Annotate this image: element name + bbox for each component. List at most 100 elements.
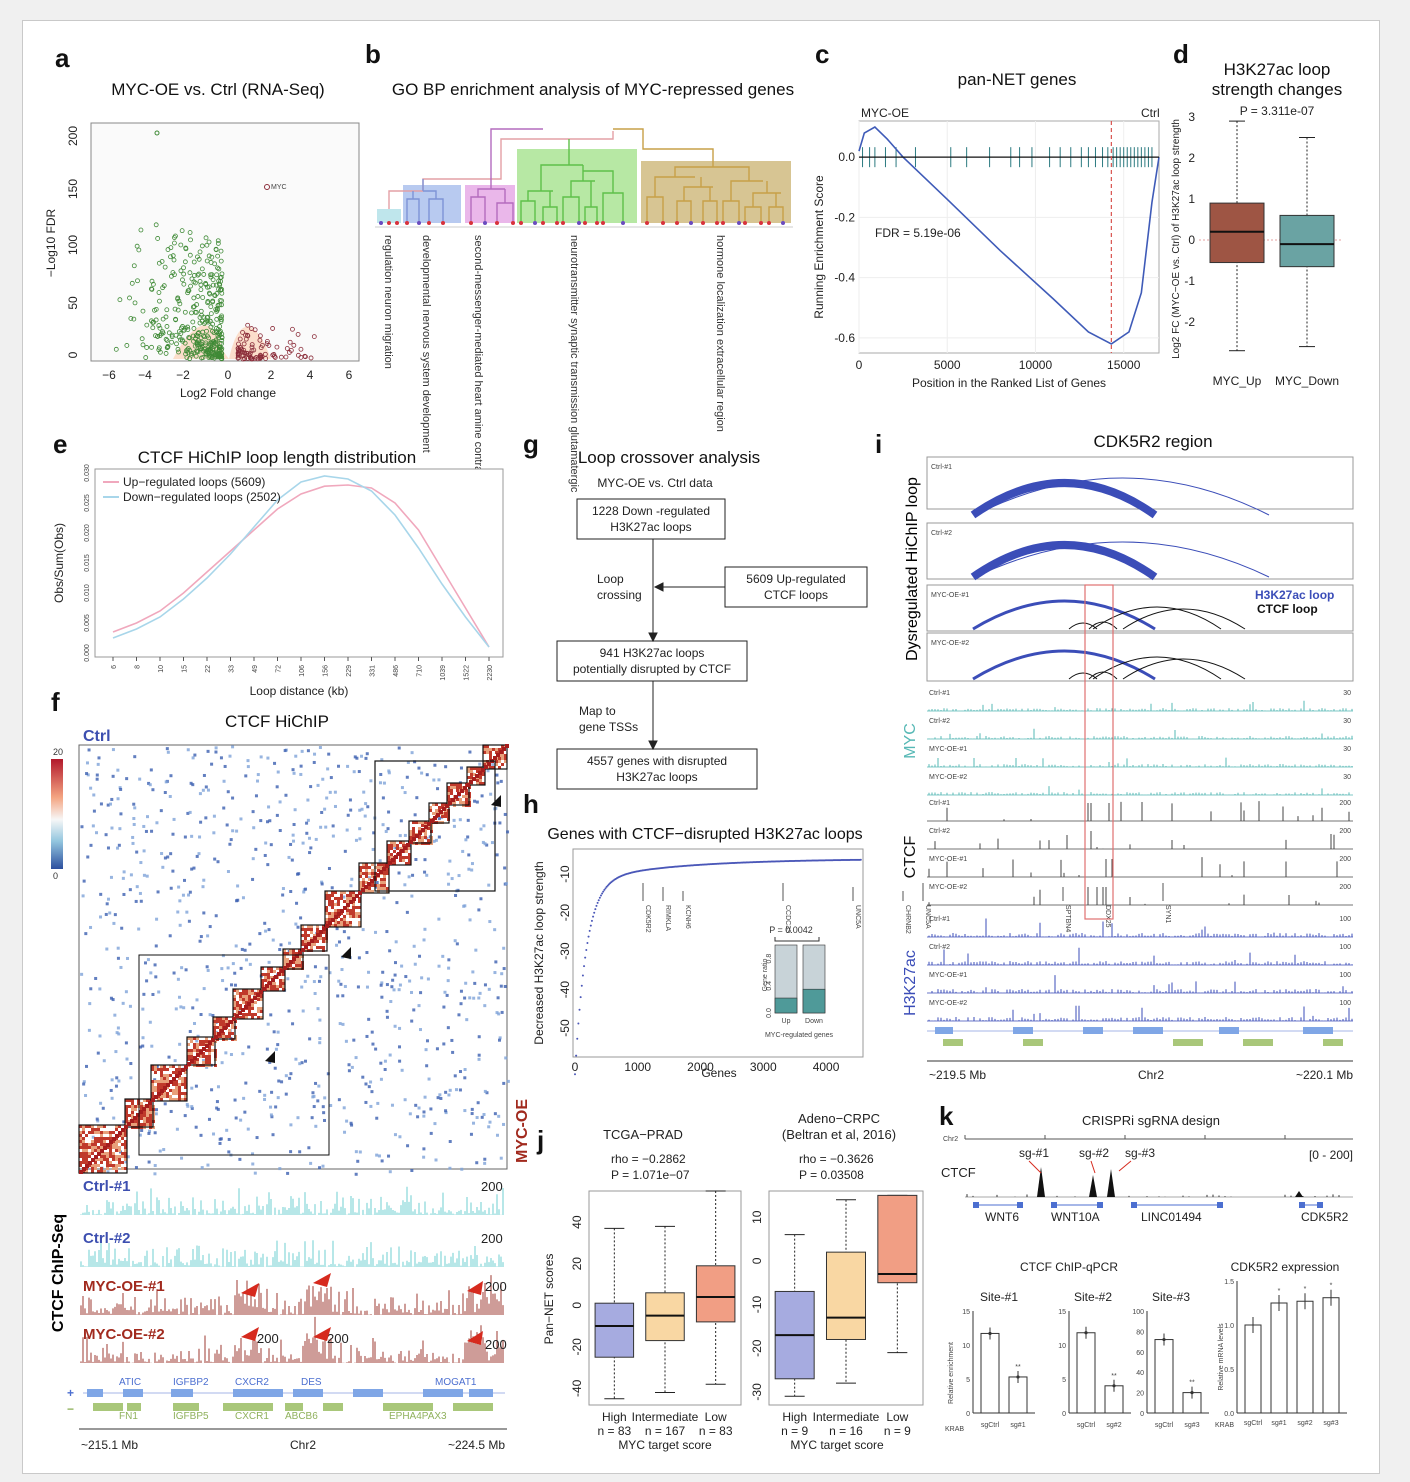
track-max-label: 30 <box>1343 718 1351 725</box>
diagonal-pixel <box>187 1062 191 1066</box>
contact-pixel <box>215 1106 219 1110</box>
down-gene-point <box>211 340 217 346</box>
tad-box <box>428 802 450 824</box>
contact-pixel <box>500 1010 504 1014</box>
tad-pixel <box>109 1155 112 1158</box>
contact-pixel <box>198 792 202 796</box>
contact-pixel <box>393 1133 397 1137</box>
y-tick: 3 <box>1188 110 1195 124</box>
contact-pixel <box>458 1070 462 1074</box>
contact-pixel <box>263 921 267 925</box>
contact-pixel <box>483 1157 487 1161</box>
contact-pixel <box>287 855 291 859</box>
tad-pixel <box>319 946 322 949</box>
coord-left: ~215.1 Mb <box>81 1438 138 1452</box>
contact-pixel <box>141 1044 145 1048</box>
contact-pixel <box>183 835 187 839</box>
contact-pixel <box>247 1045 251 1049</box>
diagonal-pixel <box>421 828 425 832</box>
tad-pixel <box>415 821 418 824</box>
diagonal-pixel <box>325 924 329 928</box>
up-gene-point <box>287 339 293 345</box>
loop-group-label: Dysregulated HiChIP loop <box>904 477 921 661</box>
contact-pixel <box>468 750 472 754</box>
tad-pixel <box>143 1114 146 1117</box>
down-gene-point <box>144 322 150 328</box>
contact-pixel <box>308 1037 312 1041</box>
contact-pixel <box>358 837 362 841</box>
tad-pixel <box>273 988 276 991</box>
tad-pixel <box>125 1111 128 1114</box>
contact-pixel <box>338 1022 342 1026</box>
tad-pixel <box>121 1155 124 1158</box>
contact-pixel <box>280 1080 284 1084</box>
go-term-dot <box>661 221 665 225</box>
contact-pixel <box>320 882 324 886</box>
tad-pixel <box>483 763 486 766</box>
diagonal-pixel <box>109 1140 113 1144</box>
tad-pixel <box>380 884 383 887</box>
tad-pixel <box>365 881 368 884</box>
tad-pixel <box>166 1068 169 1071</box>
contact-pixel <box>194 1084 198 1088</box>
contact-pixel <box>241 896 245 900</box>
contact-pixel <box>117 1032 121 1036</box>
contact-pixel <box>137 927 141 931</box>
contact-pixel <box>248 942 252 946</box>
tad-pixel <box>343 924 346 927</box>
contact-pixel <box>404 975 408 979</box>
tad-pixel <box>282 985 285 988</box>
tad-pixel <box>377 866 380 869</box>
contact-pixel <box>234 944 238 948</box>
down-gene-point <box>166 330 172 336</box>
tad-pixel <box>82 1140 85 1143</box>
down-gene-point <box>117 297 123 303</box>
tad-pixel <box>459 786 462 789</box>
tad-pixel <box>248 1013 251 1016</box>
down-gene-point <box>219 271 225 277</box>
contact-pixel <box>171 869 175 873</box>
contact-pixel <box>201 788 205 792</box>
contact-pixel <box>225 823 229 827</box>
tad-pixel <box>97 1146 100 1149</box>
contact-pixel <box>503 866 507 870</box>
contact-pixel <box>131 835 135 839</box>
tad-pixel <box>151 1080 154 1083</box>
diagonal-pixel <box>145 1104 149 1108</box>
up-gene-point <box>264 341 270 347</box>
track-sample-label: MYC-OE-#1 <box>929 746 967 753</box>
contact-pixel <box>309 846 313 850</box>
tad-pixel <box>169 1074 172 1077</box>
tad-pixel <box>362 881 365 884</box>
gene-block <box>423 1389 463 1397</box>
tad-pixel <box>359 881 362 884</box>
tad-pixel <box>498 748 501 751</box>
contact-pixel <box>495 853 499 857</box>
tad-pixel <box>267 967 270 970</box>
down-gene-point <box>219 302 224 308</box>
contact-pixel <box>350 1123 354 1127</box>
x-tick: 6 <box>111 665 118 669</box>
tad-pixel <box>283 949 286 952</box>
gene-igfbp2: IGFBP2 <box>173 1377 209 1388</box>
contact-pixel <box>122 892 126 896</box>
tad-pixel <box>106 1158 109 1161</box>
contact-pixel <box>266 756 270 760</box>
tad-pixel <box>270 976 273 979</box>
diagonal-pixel <box>202 1047 206 1051</box>
go-term-dot <box>555 221 559 225</box>
contact-pixel <box>208 1013 212 1017</box>
contact-pixel <box>498 821 502 825</box>
tad-pixel <box>160 1080 163 1083</box>
contact-pixel <box>279 943 283 947</box>
tad-pixel <box>109 1137 112 1140</box>
diagonal-pixel <box>241 1008 245 1012</box>
arrow-4 <box>241 1327 259 1341</box>
tad-pixel <box>172 1089 175 1092</box>
contact-pixel <box>408 979 412 983</box>
fdr-text: FDR = 5.19e-06 <box>875 226 961 240</box>
tad-pixel <box>328 897 331 900</box>
tad-pixel <box>236 1004 239 1007</box>
up-gene-point <box>311 334 317 339</box>
contact-pixel <box>185 910 189 914</box>
